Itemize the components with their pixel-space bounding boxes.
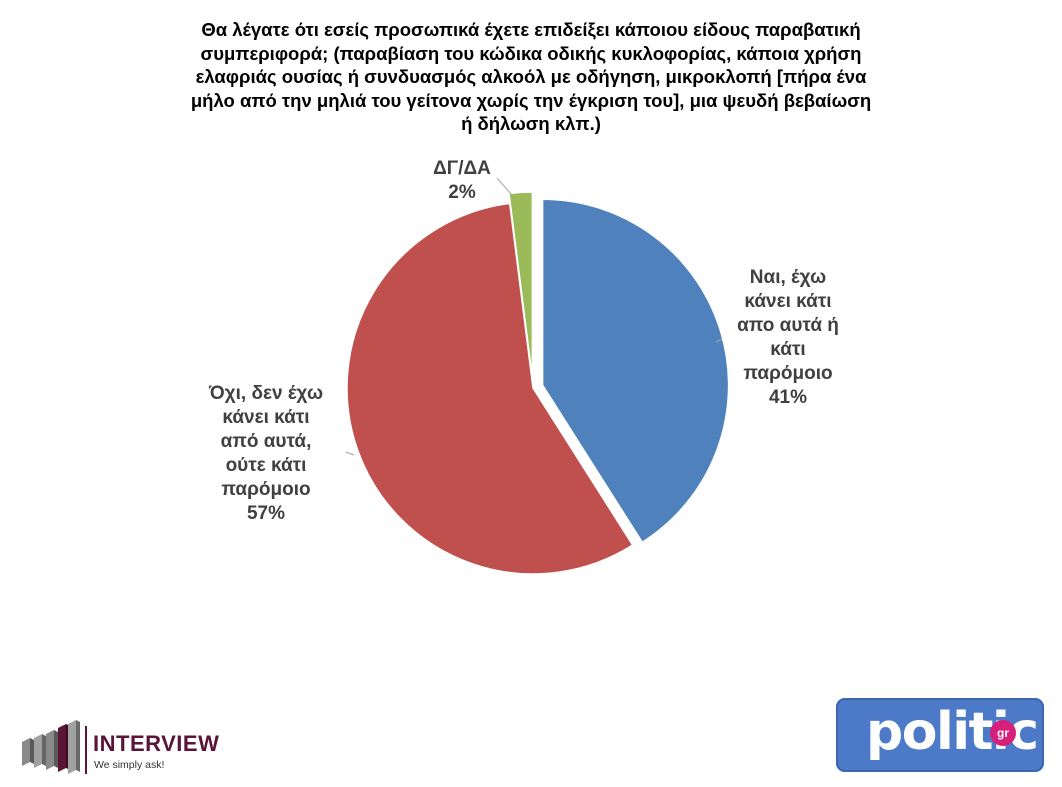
slice-label-line: ούτε κάτι [225, 455, 307, 476]
slice-label-line: παρόμοιο [743, 363, 833, 384]
slice-label-line: απο αυτά ή [737, 315, 839, 336]
slice-label-yes-value: 41% [768, 387, 808, 408]
pie-slice-dk [508, 191, 534, 379]
interview-divider [85, 726, 87, 774]
politic-logo-badge: gr [990, 720, 1016, 746]
slice-label-no-value: 57% [246, 503, 286, 524]
slice-label-line: Όχι, δεν έχω [209, 383, 323, 404]
slice-label-yes: Ναι, έχω κάνει κάτι απο αυτά ή κάτι παρόμοιο… [718, 266, 858, 410]
slice-label-line: κάτι [770, 339, 806, 360]
chart-title-line: συμπεριφορά; (παραβίαση του κώδικα οδική… [200, 42, 862, 64]
pie-slice-no [346, 202, 634, 575]
chart-title-line: Θα λέγατε ότι εσείς προσωπικά έχετε επιδ… [201, 19, 861, 40]
politic-logo: politic gr [836, 698, 1044, 772]
slice-label-dk: ΔΓ/ΔΑ 2% [402, 157, 522, 205]
slice-label-line: παρόμοιο [221, 479, 311, 500]
slice-label-yes-name: Ναι, έχω κάνει κάτι απο αυτά ή κάτι παρόμοιο [718, 266, 858, 386]
chart-title: Θα λέγατε ότι εσείς προσωπικά έχετε επιδ… [120, 18, 942, 136]
slice-label-line: από αυτά, [220, 431, 312, 452]
slice-label-line: Ναι, έχω [749, 267, 827, 288]
chart-title-line: ή δήλωση κλπ.) [461, 113, 601, 134]
leader-line-no [345, 451, 355, 456]
interview-logo-icon [22, 720, 80, 774]
chart-title-line: μήλο από την μηλιά του γείτονα χωρίς την… [190, 89, 872, 111]
chart-title-line: ελαφριάς ουσίας ή συνδυασμός αλκοόλ με ο… [195, 66, 867, 87]
interview-name: INTERVIEW [93, 731, 220, 756]
pie-slice-yes [541, 198, 730, 544]
leader-line-dk [496, 177, 512, 195]
slice-label-dk-value: 2% [448, 182, 476, 203]
slice-label-no-name: Όχι, δεν έχω κάνει κάτι από αυτά, ούτε κάτι… [186, 382, 346, 502]
interview-tagline: We simply ask! [94, 759, 165, 771]
slice-label-no: Όχι, δεν έχω κάνει κάτι από αυτά, ούτε κάτι… [186, 382, 346, 526]
slice-label-line: κάνει κάτι [744, 291, 832, 312]
slice-label-line: κάνει κάτι [222, 407, 310, 428]
leader-line-yes [715, 338, 723, 343]
slice-label-line: ΔΓ/ΔΑ [433, 158, 491, 179]
slice-label-dk-name: ΔΓ/ΔΑ [402, 157, 522, 181]
